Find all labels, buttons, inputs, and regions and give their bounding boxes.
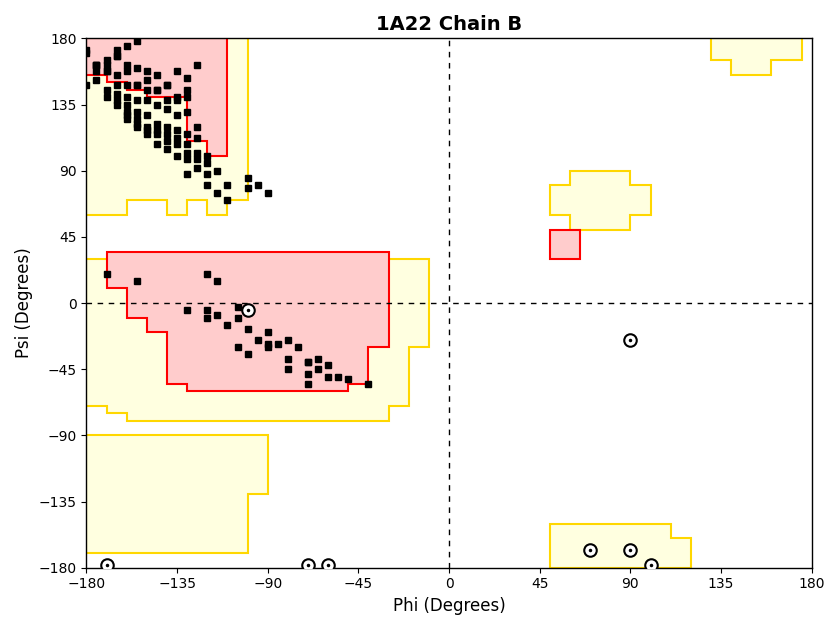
Polygon shape	[550, 229, 580, 259]
Polygon shape	[87, 259, 429, 421]
X-axis label: Phi (Degrees): Phi (Degrees)	[393, 597, 506, 615]
Title: 1A22 Chain B: 1A22 Chain B	[376, 15, 522, 34]
Polygon shape	[87, 435, 268, 553]
Polygon shape	[107, 251, 389, 391]
Polygon shape	[711, 38, 801, 75]
Polygon shape	[87, 38, 228, 156]
Polygon shape	[87, 38, 248, 215]
Polygon shape	[550, 171, 650, 229]
Y-axis label: Psi (Degrees): Psi (Degrees)	[15, 248, 33, 358]
Polygon shape	[550, 524, 690, 568]
